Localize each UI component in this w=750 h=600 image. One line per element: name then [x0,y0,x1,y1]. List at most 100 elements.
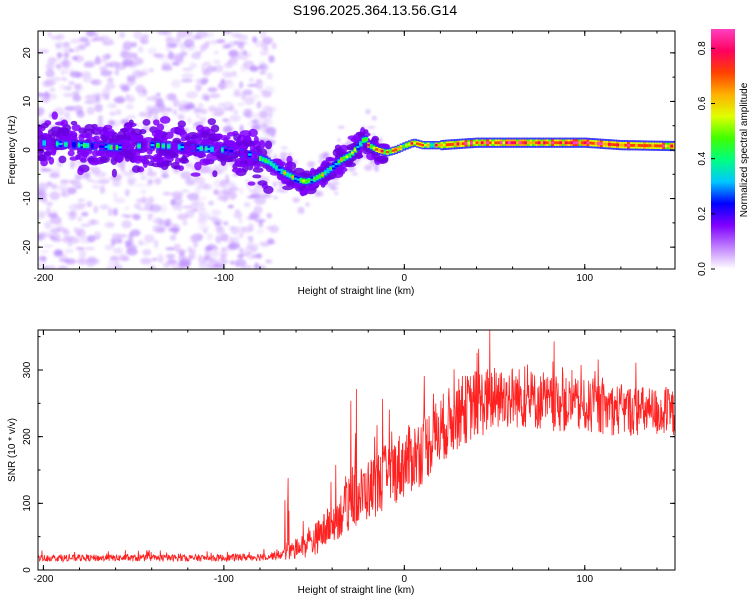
ridge-core [437,144,442,147]
noise-blob [199,206,207,213]
noise-blob [173,243,181,251]
noise-blob [224,178,230,185]
band-blob [247,161,253,167]
noise-blob [112,120,121,128]
ridge-core [321,173,325,176]
noise-blob [64,112,71,118]
ridge-core [356,145,360,149]
ridge-core [475,141,480,145]
colorbar-tick-label: 0.8 [697,41,708,55]
noise-blob [206,232,214,241]
noise-blob [82,171,91,179]
ridge-core [518,141,523,145]
noise-blob [240,92,247,100]
noise-blob [279,151,288,159]
ridge-core [296,178,301,181]
ridge-core [629,143,634,147]
noise-blob [211,113,223,117]
band-blob [235,141,242,147]
noise-blob [292,197,300,203]
ridge-core [656,144,661,148]
noise-blob [49,215,62,225]
ridge-core [410,142,415,145]
noise-blob [264,38,272,45]
ridge-core [180,146,185,149]
ridge-core [80,144,84,147]
noise-blob [178,265,184,269]
noise-blob [76,232,82,238]
ridge-core [478,141,482,145]
noise-blob [84,246,96,251]
band-blob [239,130,252,138]
ridge-core [307,179,312,182]
noise-blob [86,178,94,182]
noise-blob [181,189,190,193]
noise-blob [165,107,173,113]
band-blob [151,162,163,168]
ridge-core [91,144,95,148]
noise-blob [234,258,247,267]
noise-blob [165,253,176,259]
noise-blob [118,254,128,262]
noise-blob [46,202,53,207]
ridge-core [434,144,439,147]
noise-blob [70,38,82,44]
noise-blob [178,114,185,121]
noise-blob [260,31,267,39]
noise-blob [228,49,239,58]
noise-blob [172,228,178,236]
ridge-core [310,178,314,181]
noise-blob [211,209,222,217]
noise-blob [207,87,218,93]
noise-blob [85,31,96,37]
noise-blob [161,65,173,71]
ridge-core [353,148,358,152]
noise-blob [213,64,224,73]
noise-blob [130,229,141,237]
noise-blob [172,98,179,108]
noise-blob [54,250,63,256]
noise-blob [125,104,134,110]
noise-blob [161,173,170,179]
ridge-core [548,141,553,145]
band-blob [195,139,206,144]
noise-blob [58,117,64,121]
ridge-core [315,176,320,179]
noise-blob [79,36,89,43]
colorbar: 0.0 0.2 0.4 0.6 0.8 Normalized spectral ampl… [697,29,750,276]
ridge-core [654,144,658,148]
noise-blob [112,179,122,187]
ridge-core [545,141,550,145]
noise-blob [258,264,266,269]
noise-blob [371,115,377,121]
noise-blob [42,197,48,203]
ridge-core [443,143,447,147]
ridge-core [83,144,87,147]
band-blob [337,170,345,175]
ridge-core [610,143,615,146]
noise-blob [72,94,82,102]
band-blob [119,135,132,141]
noise-blob [73,226,78,232]
ridge-core [391,149,396,152]
ridge-core [161,144,166,147]
noise-blob [263,85,275,94]
noise-blob [248,188,257,194]
noise-blob [63,66,70,75]
ridge-core [521,141,526,145]
band-blob [58,155,67,164]
ridge-core [299,179,304,182]
ridge-core [313,178,317,181]
figure-title: S196.2025.364.13.56.G14 [293,2,457,18]
ridge-core [456,142,461,146]
ridge-core [394,148,398,152]
ridge-core [348,154,352,157]
noise-blob [256,101,262,109]
noise-blob [68,203,78,212]
noise-blob [223,31,233,35]
ridge-core [291,176,295,179]
noise-blob [206,265,217,269]
noise-blob [210,250,220,258]
noise-blob [364,164,373,171]
noise-blob [80,223,91,228]
